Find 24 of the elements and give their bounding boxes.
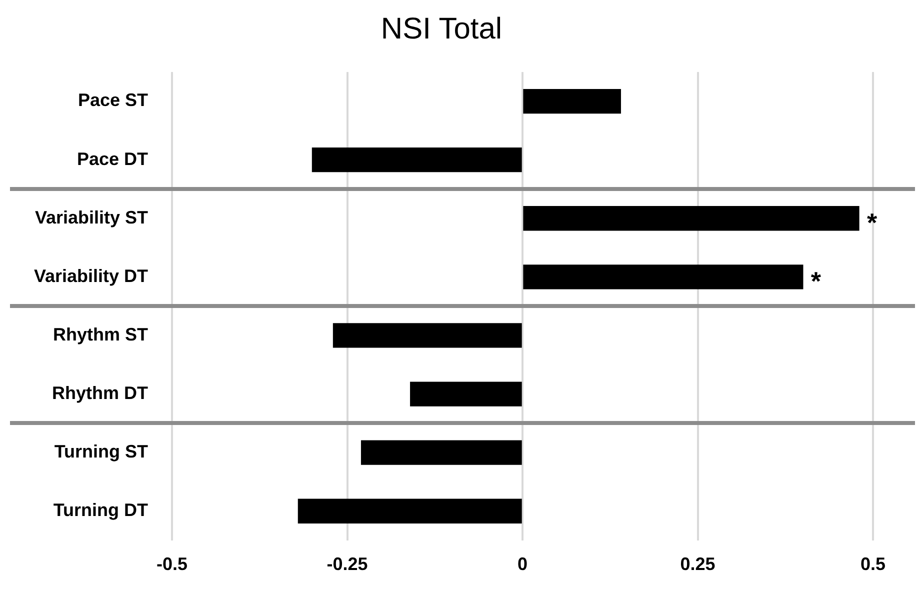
- x-tick-label: 0.5: [860, 554, 886, 574]
- bar: [523, 264, 804, 290]
- x-tick-label: -0.25: [326, 554, 368, 574]
- y-tick-label: Rhythm ST: [53, 324, 148, 344]
- x-tick-label: 0.25: [680, 554, 716, 574]
- bar: [410, 382, 522, 406]
- y-tick-label: Pace DT: [76, 148, 148, 169]
- y-tick-label: Turning DT: [53, 500, 148, 520]
- y-tick-label: Rhythm DT: [52, 382, 148, 403]
- y-tick-label: Variability DT: [34, 266, 148, 286]
- x-tick-label: 0: [518, 554, 528, 574]
- y-tick-label: Variability ST: [34, 207, 148, 228]
- bar: [523, 206, 860, 231]
- annotation: *: [810, 266, 822, 296]
- bar: [523, 88, 621, 114]
- bar: [360, 440, 522, 465]
- y-tick-label: Pace ST: [78, 90, 148, 110]
- chart-title: NSI Total: [380, 12, 502, 46]
- bar: [298, 498, 522, 524]
- x-tick-label: -0.5: [156, 554, 188, 574]
- bar: [332, 323, 522, 348]
- annotation: *: [866, 208, 878, 238]
- bar: [312, 147, 522, 172]
- y-tick-label: Turning ST: [54, 442, 148, 462]
